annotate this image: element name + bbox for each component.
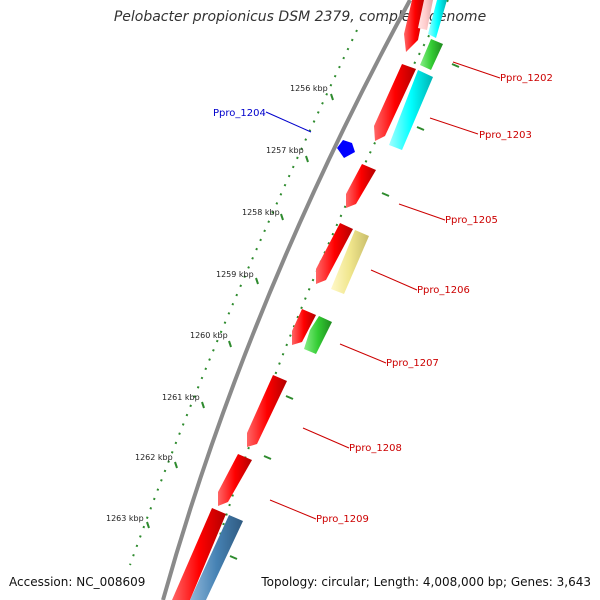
trna-feature[interactable]	[389, 70, 433, 150]
outer-tick-track	[200, 0, 449, 600]
inner-tick-track	[129, 29, 358, 566]
cds-feature[interactable]	[346, 164, 376, 208]
cds-feature[interactable]	[404, 0, 426, 52]
gene-label-ppro-1205[interactable]: Ppro_1205	[445, 215, 498, 226]
scale-ticks: 1256 kbp 1257 kbp 1258 kbp 1259 kbp 1260…	[106, 84, 334, 529]
misc-feature-green[interactable]	[304, 316, 332, 354]
genome-summary: Topology: circular; Length: 4,008,000 bp…	[261, 575, 591, 589]
secondary-feature-track	[190, 0, 447, 600]
ppro-1204-feature[interactable]	[337, 140, 355, 158]
tick-1256: 1256 kbp	[290, 84, 334, 101]
gene-label-ppro-1204[interactable]: Ppro_1204	[213, 108, 266, 119]
tick-1260: 1260 kbp	[190, 331, 232, 348]
tick-1259: 1259 kbp	[216, 270, 259, 285]
tick-label: 1262 kbp	[135, 453, 173, 462]
cds-feature[interactable]	[292, 309, 316, 345]
outer-minor-ticks	[229, 63, 460, 560]
gene-label-ppro-1209[interactable]: Ppro_1209	[316, 514, 369, 525]
tick-label: 1257 kbp	[266, 146, 304, 155]
gene-label-ppro-1203[interactable]: Ppro_1203	[479, 130, 532, 141]
tick-label: 1258 kbp	[242, 208, 280, 217]
map-title: Pelobacter propionicus DSM 2379, complet…	[113, 9, 487, 25]
trna-feature[interactable]	[428, 0, 447, 38]
gene-labels: Ppro_1202 Ppro_1203 Ppro_1204 Ppro_1205 …	[213, 73, 553, 525]
cds-feature[interactable]	[247, 375, 287, 447]
cds-feature[interactable]	[374, 64, 416, 141]
tick-1263: 1263 kbp	[106, 514, 150, 529]
cds-feature[interactable]	[218, 454, 252, 506]
misc-feature-green[interactable]	[420, 39, 443, 70]
gene-label-ppro-1206[interactable]: Ppro_1206	[417, 285, 470, 296]
tick-label: 1256 kbp	[290, 84, 328, 93]
misc-feature-steelblue[interactable]	[190, 515, 243, 600]
misc-feature-khaki[interactable]	[331, 230, 369, 294]
tick-label: 1261 kbp	[162, 393, 200, 402]
gene-label-ppro-1208[interactable]: Ppro_1208	[349, 443, 402, 454]
genome-backbone	[161, 0, 412, 600]
gene-label-ppro-1202[interactable]: Ppro_1202	[500, 73, 553, 84]
tick-1261: 1261 kbp	[162, 393, 205, 409]
tick-1257: 1257 kbp	[266, 146, 309, 163]
forward-cds-track	[172, 0, 426, 600]
tick-label: 1260 kbp	[190, 331, 228, 340]
cds-feature[interactable]	[172, 508, 226, 600]
tick-1258: 1258 kbp	[242, 208, 284, 221]
gene-label-ppro-1207[interactable]: Ppro_1207	[386, 358, 439, 369]
tick-label: 1263 kbp	[106, 514, 144, 523]
tick-label: 1259 kbp	[216, 270, 254, 279]
tick-1262: 1262 kbp	[135, 453, 178, 469]
accession-label: Accession: NC_008609	[9, 575, 146, 589]
callout-lines	[265, 61, 501, 520]
rrna-feature[interactable]	[418, 0, 433, 30]
cds-feature[interactable]	[316, 223, 353, 284]
